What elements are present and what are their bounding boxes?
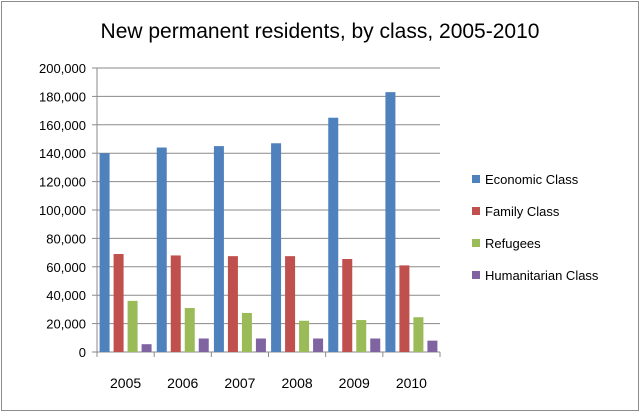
y-tick-label: 60,000 bbox=[46, 260, 86, 275]
legend-swatch-refugees bbox=[472, 239, 480, 247]
bar-refugees-2009 bbox=[356, 320, 367, 352]
y-tick-label: 200,000 bbox=[39, 61, 86, 76]
bar-refugees-2007 bbox=[241, 312, 252, 352]
bar-economic-class-2007 bbox=[213, 146, 224, 352]
bars bbox=[99, 92, 438, 352]
chart-title: New permanent residents, by class, 2005-… bbox=[101, 20, 540, 43]
bar-refugees-2008 bbox=[299, 320, 310, 352]
y-tick-label: 160,000 bbox=[39, 118, 86, 133]
bar-economic-class-2010 bbox=[385, 92, 396, 352]
bar-economic-class-2008 bbox=[271, 143, 282, 352]
x-category-label: 2005 bbox=[110, 375, 141, 391]
y-tick-label: 180,000 bbox=[39, 89, 86, 104]
bar-economic-class-2009 bbox=[328, 117, 339, 352]
bar-family-class-2009 bbox=[342, 258, 353, 352]
x-category-label: 2008 bbox=[282, 375, 313, 391]
bar-refugees-2005 bbox=[127, 300, 138, 352]
legend-label-economic-class: Economic Class bbox=[485, 172, 579, 187]
y-tick-label: 40,000 bbox=[46, 288, 86, 303]
legend: Economic Class Family Class Refugees Humani… bbox=[472, 172, 599, 283]
legend-label-family-class: Family Class bbox=[485, 204, 560, 219]
y-tick-label: 20,000 bbox=[46, 317, 86, 332]
axes bbox=[92, 67, 441, 357]
bar-family-class-2007 bbox=[227, 256, 238, 352]
x-category-label: 2010 bbox=[396, 375, 427, 391]
bar-family-class-2006 bbox=[170, 255, 181, 352]
y-axis-tick-labels: 0 20,000 40,000 60,000 80,000 100,000 120,000 1… bbox=[39, 61, 86, 360]
bar-humanitarian-class-2005 bbox=[141, 344, 152, 352]
bar-family-class-2005 bbox=[113, 254, 124, 352]
bar-economic-class-2006 bbox=[156, 147, 167, 352]
y-tick-label: 100,000 bbox=[39, 203, 86, 218]
x-axis-category-labels: 2005 2006 2007 2008 2009 2010 bbox=[110, 375, 427, 391]
y-tick-label: 80,000 bbox=[46, 231, 86, 246]
bar-family-class-2010 bbox=[399, 265, 410, 352]
bar-humanitarian-class-2009 bbox=[370, 338, 381, 352]
bar-economic-class-2005 bbox=[99, 153, 110, 352]
bar-refugees-2010 bbox=[413, 317, 424, 352]
x-category-label: 2006 bbox=[167, 375, 198, 391]
bar-humanitarian-class-2006 bbox=[198, 338, 209, 352]
legend-label-refugees: Refugees bbox=[485, 236, 541, 251]
bar-humanitarian-class-2010 bbox=[427, 340, 438, 352]
bar-humanitarian-class-2007 bbox=[255, 338, 266, 352]
legend-swatch-humanitarian-class bbox=[472, 271, 480, 279]
y-tick-label: 0 bbox=[79, 345, 86, 360]
x-category-label: 2007 bbox=[224, 375, 255, 391]
gridlines bbox=[97, 67, 440, 325]
legend-swatch-economic-class bbox=[472, 175, 480, 183]
y-tick-label: 140,000 bbox=[39, 146, 86, 161]
bar-family-class-2008 bbox=[285, 256, 296, 352]
bar-refugees-2006 bbox=[184, 307, 195, 352]
bar-humanitarian-class-2008 bbox=[313, 338, 324, 352]
x-category-label: 2009 bbox=[339, 375, 370, 391]
legend-label-humanitarian-class: Humanitarian Class bbox=[485, 268, 599, 283]
legend-swatch-family-class bbox=[472, 207, 480, 215]
y-tick-label: 120,000 bbox=[39, 175, 86, 190]
